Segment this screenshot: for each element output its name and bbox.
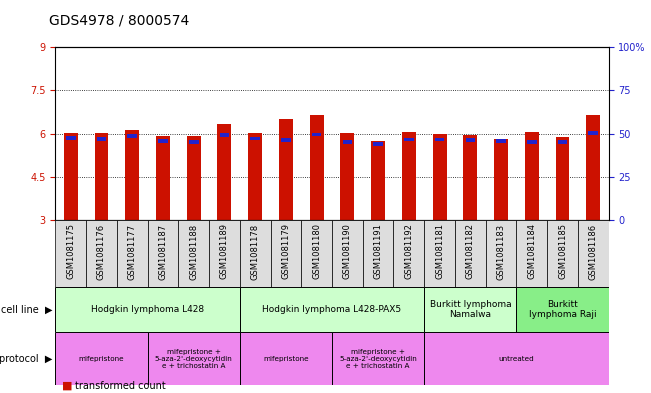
Bar — [187, 136, 201, 220]
Text: GSM1081185: GSM1081185 — [558, 223, 567, 279]
Bar — [371, 141, 385, 220]
Bar — [240, 220, 271, 287]
Bar — [251, 137, 260, 140]
Text: GSM1081179: GSM1081179 — [281, 223, 290, 279]
Bar — [556, 136, 570, 220]
Bar — [435, 138, 445, 141]
Text: GSM1081183: GSM1081183 — [497, 223, 506, 279]
Text: mifepristone +
5-aza-2'-deoxycytidin
e + trichostatin A: mifepristone + 5-aza-2'-deoxycytidin e +… — [339, 349, 417, 369]
Bar — [342, 140, 352, 143]
Bar — [455, 220, 486, 287]
Bar — [587, 115, 600, 220]
Bar — [219, 133, 229, 137]
Text: GSM1081182: GSM1081182 — [466, 223, 475, 279]
Text: GSM1081188: GSM1081188 — [189, 223, 198, 279]
Bar — [240, 332, 332, 385]
Bar — [209, 220, 240, 287]
Bar — [279, 119, 293, 220]
Text: GSM1081175: GSM1081175 — [66, 223, 76, 279]
Bar — [128, 134, 137, 138]
Bar — [516, 220, 547, 287]
Bar — [578, 220, 609, 287]
Bar — [158, 139, 168, 143]
Bar — [402, 132, 416, 220]
Text: GSM1081176: GSM1081176 — [97, 223, 106, 279]
Bar — [486, 220, 516, 287]
Text: protocol  ▶: protocol ▶ — [0, 354, 52, 364]
Bar — [55, 220, 86, 287]
Bar — [525, 132, 539, 220]
Bar — [148, 220, 178, 287]
Bar — [217, 123, 231, 220]
Text: Hodgkin lymphoma L428-PAX5: Hodgkin lymphoma L428-PAX5 — [262, 305, 402, 314]
Text: mifepristone +
5-aza-2'-deoxycytidin
e + trichostatin A: mifepristone + 5-aza-2'-deoxycytidin e +… — [155, 349, 232, 369]
Text: ■: ■ — [62, 381, 72, 391]
Bar — [248, 133, 262, 220]
Text: GSM1081178: GSM1081178 — [251, 223, 260, 279]
Text: Burkitt lymphoma
Namalwa: Burkitt lymphoma Namalwa — [430, 300, 511, 319]
Bar — [424, 220, 455, 287]
Text: GSM1081190: GSM1081190 — [343, 223, 352, 279]
Text: Hodgkin lymphoma L428: Hodgkin lymphoma L428 — [91, 305, 204, 314]
Text: untreated: untreated — [499, 356, 534, 362]
Text: GSM1081184: GSM1081184 — [527, 223, 536, 279]
Text: GSM1081192: GSM1081192 — [404, 223, 413, 279]
Bar — [86, 220, 117, 287]
Bar — [312, 132, 322, 136]
Bar — [96, 137, 106, 141]
Text: GSM1081181: GSM1081181 — [435, 223, 444, 279]
Bar — [281, 138, 291, 142]
Bar — [55, 287, 240, 332]
Bar — [494, 139, 508, 220]
Text: GSM1081177: GSM1081177 — [128, 223, 137, 279]
Text: GDS4978 / 8000574: GDS4978 / 8000574 — [49, 13, 189, 28]
Bar — [589, 131, 598, 135]
Bar — [373, 142, 383, 145]
Bar — [340, 133, 354, 220]
Bar — [117, 220, 148, 287]
Text: GSM1081187: GSM1081187 — [158, 223, 167, 279]
Bar — [424, 287, 516, 332]
Bar — [189, 140, 199, 143]
Bar — [240, 287, 424, 332]
Bar — [148, 332, 240, 385]
Bar — [363, 220, 393, 287]
Bar — [496, 139, 506, 143]
Bar — [527, 140, 536, 143]
Bar — [332, 220, 363, 287]
Bar — [301, 220, 332, 287]
Text: mifepristone: mifepristone — [79, 356, 124, 362]
Bar — [55, 332, 148, 385]
Bar — [332, 332, 424, 385]
Bar — [393, 220, 424, 287]
Bar — [64, 133, 77, 220]
Bar — [156, 136, 170, 220]
Text: mifepristone: mifepristone — [263, 356, 309, 362]
Bar — [271, 220, 301, 287]
Bar — [547, 220, 578, 287]
Text: GSM1081191: GSM1081191 — [374, 223, 383, 279]
Bar — [433, 134, 447, 220]
Text: GSM1081189: GSM1081189 — [220, 223, 229, 279]
Text: transformed count: transformed count — [75, 381, 165, 391]
Bar — [404, 138, 413, 141]
Bar — [558, 140, 568, 143]
Bar — [178, 220, 209, 287]
Text: GSM1081180: GSM1081180 — [312, 223, 321, 279]
Bar — [464, 135, 477, 220]
Bar — [125, 130, 139, 220]
Bar — [424, 332, 609, 385]
Text: GSM1081186: GSM1081186 — [589, 223, 598, 279]
Bar — [94, 133, 108, 220]
Text: Burkitt
lymphoma Raji: Burkitt lymphoma Raji — [529, 300, 596, 319]
Bar — [465, 138, 475, 142]
Bar — [66, 136, 76, 140]
Bar — [516, 287, 609, 332]
Bar — [310, 115, 324, 220]
Text: cell line  ▶: cell line ▶ — [1, 305, 52, 314]
